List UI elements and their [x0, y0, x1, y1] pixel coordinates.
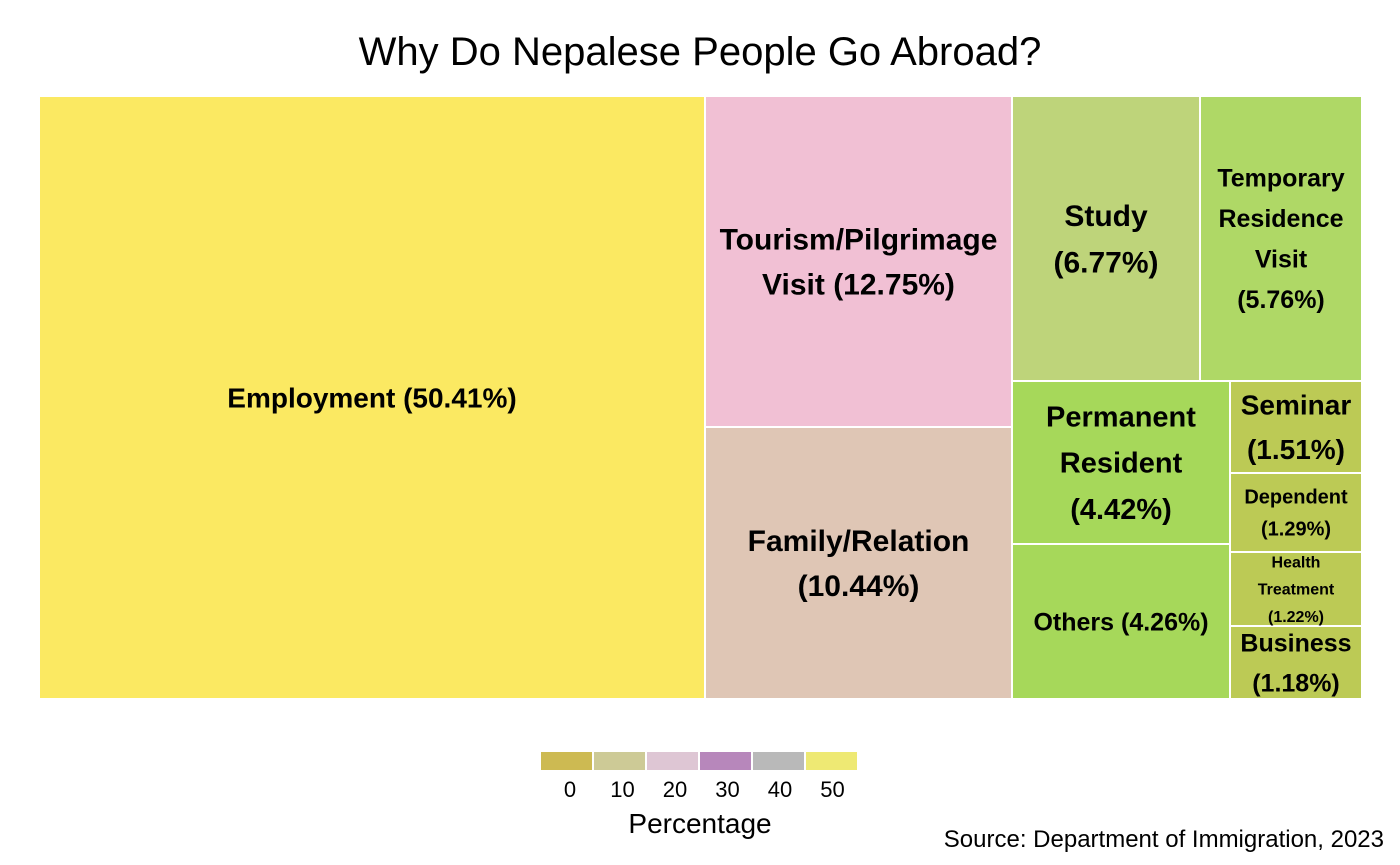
tile-label-business: Business (1.18%)	[1240, 629, 1351, 697]
tile-label-employment: Employment (50.41%)	[227, 382, 516, 413]
tile-label-tourism-pilgrimage-visit: Tourism/Pilgrimage Visit (12.75%)	[720, 224, 998, 302]
tile-label-line: Business	[1240, 629, 1351, 657]
tile-label-line: (10.44%)	[798, 570, 920, 603]
tile-label-line: Study	[1064, 200, 1148, 233]
tile-seminar: Seminar (1.51%)	[1231, 382, 1361, 472]
tile-rect-study	[1013, 97, 1199, 380]
tile-label-line: Visit	[1255, 246, 1308, 274]
tile-rect-others	[1013, 545, 1229, 698]
tile-rect-dependent	[1231, 474, 1361, 551]
tile-business: Business (1.18%)	[1231, 627, 1361, 698]
chart-title: Why Do Nepalese People Go Abroad?	[358, 30, 1042, 74]
tile-health-treatment: Health Treatment (1.22%)	[1231, 553, 1361, 626]
tile-label-line: Family/Relation	[748, 525, 970, 558]
tile-label-family-relation: Family/Relation (10.44%)	[748, 525, 970, 603]
tile-tourism-pilgrimage-visit: Tourism/Pilgrimage Visit (12.75%)	[706, 97, 1011, 426]
tile-label-line: Seminar	[1241, 389, 1352, 420]
tile-rect-tourism-pilgrimage-visit	[706, 97, 1011, 426]
tile-label-line: Residence	[1218, 205, 1343, 233]
tile-label-line: (1.18%)	[1252, 669, 1340, 697]
tile-rect-temporary-residence-visit	[1201, 97, 1361, 380]
tile-label-line: (1.51%)	[1247, 434, 1345, 465]
legend-title: Percentage	[628, 808, 772, 839]
tile-label-study: Study (6.77%)	[1053, 200, 1158, 280]
tile-dependent: Dependent (1.29%)	[1231, 474, 1361, 551]
tile-family-relation: Family/Relation (10.44%)	[706, 428, 1011, 698]
tile-label-line: Others (4.26%)	[1033, 608, 1208, 636]
tile-label-line: (6.77%)	[1053, 246, 1158, 279]
tile-label-line: Employment (50.41%)	[227, 382, 516, 413]
tile-study: Study (6.77%)	[1013, 97, 1199, 380]
tile-rect-health-treatment	[1231, 553, 1361, 625]
tile-label-dependent: Dependent (1.29%)	[1244, 487, 1348, 541]
tile-label-line: Visit (12.75%)	[762, 269, 955, 302]
tile-permanent-resident: Permanent Resident (4.42%)	[1013, 382, 1229, 543]
tile-rect-employment	[40, 97, 704, 698]
tile-label-line: (4.42%)	[1070, 494, 1172, 526]
tile-label-line: Health	[1272, 554, 1321, 571]
tile-label-line: (5.76%)	[1237, 286, 1325, 314]
tile-rect-business	[1231, 627, 1361, 698]
tile-rect-permanent-resident	[1013, 382, 1229, 543]
tile-label-line: Treatment	[1258, 582, 1335, 599]
source-note: Source: Department of Immigration, 2023	[943, 826, 1384, 853]
tile-label-line: Permanent	[1046, 401, 1196, 433]
tile-label-line: Tourism/Pilgrimage	[720, 224, 998, 257]
tile-label-seminar: Seminar (1.51%)	[1241, 389, 1352, 465]
tile-label-line: (1.22%)	[1268, 609, 1324, 626]
tile-label-line: (1.29%)	[1261, 519, 1331, 541]
tile-label-others: Others (4.26%)	[1033, 608, 1208, 636]
tile-label-permanent-resident: Permanent Resident (4.42%)	[1046, 401, 1196, 526]
tile-label-line: Dependent	[1244, 487, 1348, 509]
tile-rect-family-relation	[706, 428, 1011, 698]
tile-label-temporary-residence-visit: Temporary Residence Visit (5.76%)	[1217, 165, 1344, 315]
tile-employment: Employment (50.41%)	[40, 97, 704, 698]
tile-label-line: Temporary	[1217, 165, 1344, 193]
tile-label-health-treatment: Health Treatment (1.22%)	[1258, 554, 1335, 625]
tile-label-line: Resident	[1060, 448, 1183, 480]
tile-rect-seminar	[1231, 382, 1361, 472]
tile-temporary-residence-visit: Temporary Residence Visit (5.76%)	[1201, 97, 1361, 380]
tile-others: Others (4.26%)	[1013, 545, 1229, 698]
